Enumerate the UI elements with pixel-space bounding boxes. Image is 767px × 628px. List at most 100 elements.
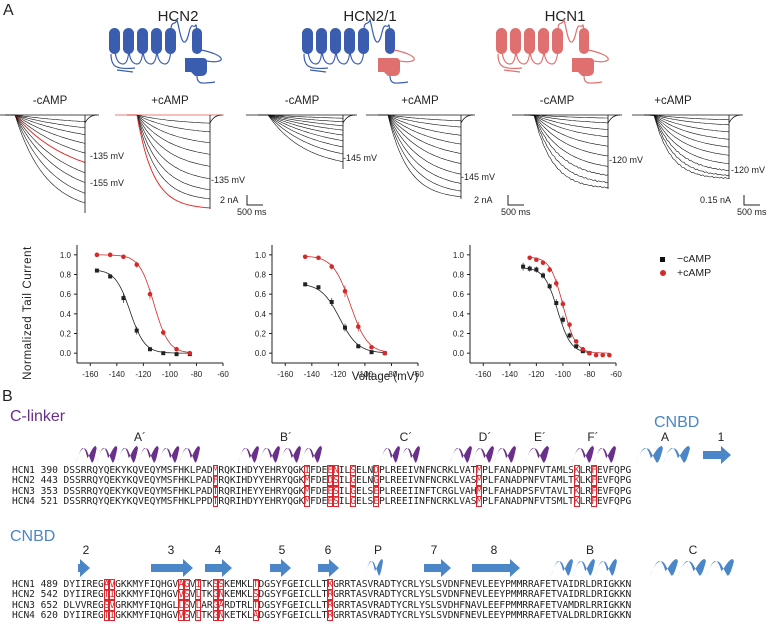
scale-current: 0.15 nA	[700, 195, 732, 205]
current-trace	[644, 114, 730, 126]
data-point	[607, 352, 612, 358]
channel-title-hcn1: HCN1	[544, 8, 586, 25]
voltage-label: -120 mV	[731, 165, 766, 175]
highlighted-residue: S	[183, 599, 190, 611]
legend-entry-minus: −cAMP	[660, 253, 711, 265]
channel-title-hcn2: HCN2	[157, 8, 199, 25]
data-point	[587, 350, 592, 356]
helix-b-icon	[551, 559, 617, 577]
condition-label: -cAMP	[539, 95, 575, 107]
alignment-block-2: HCN1 489 DYIIREGAVGKKMYFIQHGVAGVITKSSKEM…	[12, 579, 631, 622]
trace-set	[512, 114, 622, 189]
alignment-row: HCN3 353 DSSRRQYQEKYKQVEQYMSFHKLPADTRQRI…	[12, 485, 632, 497]
secondary-structure-row-1	[76, 446, 731, 464]
highlighted-residue: L	[195, 599, 202, 611]
data-point	[342, 288, 348, 294]
fit-curve	[529, 256, 610, 354]
highlighted-residue: F	[212, 475, 219, 487]
transmembrane-helix	[524, 28, 535, 54]
highlighted-residue: T	[212, 496, 219, 508]
current-traces	[0, 114, 743, 213]
x-tick-label: -140	[502, 370, 519, 379]
current-trace	[524, 114, 609, 138]
current-trace	[378, 114, 462, 122]
data-point	[369, 350, 374, 355]
y-tick-label: 0.6	[453, 290, 465, 299]
current-trace	[644, 114, 730, 121]
element-label: C	[688, 543, 698, 557]
data-point	[174, 352, 179, 357]
tail-current	[209, 114, 223, 124]
element-label: 8	[490, 543, 498, 557]
highlighted-residue: S	[212, 579, 219, 590]
highlighted-residue: R	[327, 610, 334, 622]
highlighted-residue: E	[327, 485, 334, 497]
data-point	[527, 255, 533, 261]
y-tick-label: 1.0	[453, 251, 465, 260]
highlighted-residue: S	[218, 579, 225, 590]
highlighted-residue: G	[183, 579, 190, 590]
current-trace	[5, 114, 86, 194]
highlighted-residue: T	[252, 599, 259, 611]
section-label-cnbd: CNBD	[654, 414, 700, 431]
transmembrane-helix	[385, 28, 395, 54]
highlighted-residue: A	[103, 579, 110, 590]
y-axis-label: Normalized Tail Current	[22, 246, 34, 380]
n-terminus	[497, 53, 523, 73]
x-tick-label: -120	[135, 370, 152, 379]
transmembrane-helix	[123, 28, 134, 54]
data-point	[534, 267, 539, 272]
helix-b-prime-icon	[238, 446, 322, 464]
highlighted-residue: M	[304, 475, 311, 487]
gv-chart-2: 0.0 0.2 0.4 0.6 0.8 1.0 -160 -140 -120 -100 -80 -60	[453, 245, 622, 379]
channel-title-hcn21: HCN2/1	[343, 8, 397, 25]
sequence-label: HCN2 443	[12, 475, 64, 487]
x-tick-label: -140	[109, 370, 126, 379]
highlighted-residue: S	[333, 496, 339, 508]
highlighted-residue: M	[304, 496, 311, 508]
highlighted-residue: A	[218, 599, 225, 611]
y-tick-label: 1.0	[60, 251, 72, 260]
highlighted-residue: E	[327, 465, 334, 476]
highlighted-residue: F	[591, 485, 597, 497]
current-trace	[523, 114, 609, 189]
current-trace	[258, 114, 344, 123]
highlighted-residue: A	[178, 579, 184, 590]
current-trace	[127, 114, 211, 200]
beta-strand-arrow-icon	[270, 559, 291, 577]
highlighted-residue: R	[327, 599, 334, 611]
element-label: 5	[278, 543, 286, 557]
channel-cartoon	[302, 18, 415, 84]
data-point	[174, 346, 179, 352]
current-trace	[378, 114, 462, 198]
highlighted-residue: T	[212, 485, 219, 497]
highlighted-residue: S	[333, 475, 339, 487]
fit-curve	[305, 255, 385, 352]
x-tick-label: -60	[610, 370, 622, 379]
transmembrane-helix	[344, 28, 355, 54]
current-trace	[378, 114, 462, 175]
current-trace	[258, 114, 343, 119]
helix-a-prime-icon	[76, 446, 200, 464]
alignment-row: HCN4 521 DSSRRQYQEKYKQVEQYMSFHKLPPDTRQRI…	[12, 496, 632, 508]
data-point	[121, 254, 126, 260]
sequence-label: HCN4 620	[12, 610, 64, 622]
current-trace	[644, 114, 730, 140]
element-label: E´	[534, 430, 546, 444]
highlighted-residue: E	[373, 496, 379, 508]
channel-cartoon	[109, 18, 222, 84]
current-trace	[127, 114, 211, 144]
current-trace	[127, 114, 211, 180]
y-tick-label: 0.0	[60, 349, 72, 358]
element-label: 1	[717, 430, 725, 444]
current-trace	[258, 114, 344, 141]
highlighted-residue: K	[573, 465, 580, 476]
data-point	[554, 301, 559, 306]
data-point	[593, 352, 599, 358]
beta-strand-arrow-icon	[472, 559, 520, 577]
element-label: P	[373, 543, 382, 557]
voltage-label: -120 mV	[609, 155, 644, 165]
data-point	[302, 254, 308, 260]
current-trace	[127, 114, 211, 190]
highlighted-residue: I	[109, 589, 116, 601]
